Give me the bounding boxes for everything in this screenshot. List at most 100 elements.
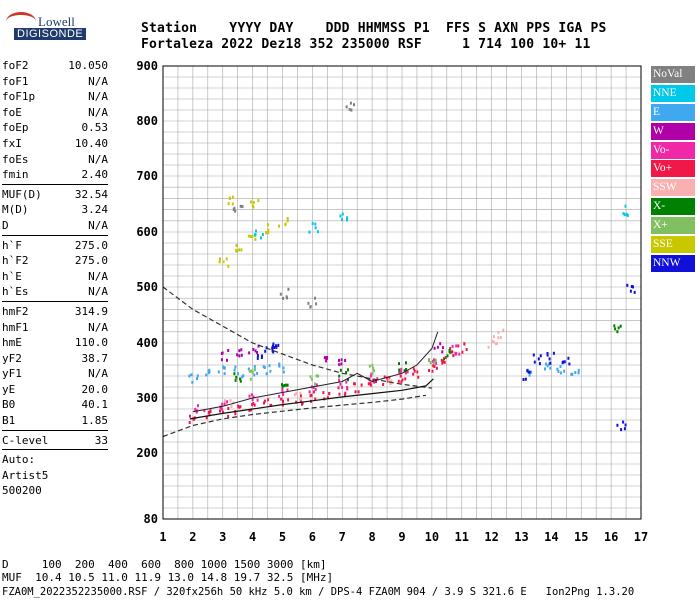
- echo-point-x: [372, 366, 375, 370]
- echo-point-w: [248, 351, 251, 355]
- param-row: MUF(D) 32.54: [2, 187, 108, 203]
- echo-point-ssw: [295, 391, 298, 395]
- echo-point-nnw: [624, 423, 627, 427]
- echo-point-x: [446, 354, 449, 358]
- echo-point-sse: [231, 202, 234, 206]
- param-row: hmF2 314.9: [2, 304, 108, 320]
- echo-point-ssw: [230, 405, 233, 408]
- echo-point-nnw: [271, 344, 274, 348]
- y-tick-label: 200: [136, 446, 158, 460]
- echo-point-e: [263, 366, 266, 369]
- echo-point-vo: [341, 386, 344, 389]
- echo-point-x: [614, 327, 617, 331]
- param-name: fmin: [2, 168, 29, 182]
- echo-point-x: [619, 324, 622, 328]
- echo-point-x: [347, 368, 349, 372]
- echo-point-x: [449, 350, 452, 354]
- param-name: foF2: [2, 59, 29, 72]
- param-name: h`E: [2, 269, 22, 283]
- echo-point-x: [284, 383, 287, 387]
- echo-point-nnw: [568, 362, 571, 366]
- echo-point-sse: [278, 224, 281, 228]
- echo-point-sse: [250, 235, 252, 238]
- echo-point-e: [269, 369, 272, 373]
- echo-point-e: [188, 374, 191, 378]
- logo-line1: Lowell: [38, 14, 75, 29]
- legend-item-nne: NNE: [651, 84, 695, 102]
- echo-point-vo: [353, 382, 355, 386]
- echo-point-nnw: [552, 351, 555, 355]
- echo-point-nnw: [567, 356, 570, 360]
- echo-point-x: [434, 358, 437, 362]
- echo-point-x: [239, 377, 242, 381]
- echo-point-vo: [433, 358, 435, 362]
- echo-point-x: [371, 372, 374, 375]
- echo-point-x: [253, 368, 256, 372]
- echo-point-sse: [227, 264, 230, 268]
- echo-point-vo: [388, 376, 391, 380]
- echo-point-x: [315, 374, 318, 378]
- true-height-profile-curve: [189, 378, 434, 420]
- param-name: yF1: [2, 367, 22, 381]
- param-value: 110.0: [74, 336, 108, 350]
- echo-point-vo: [203, 409, 206, 413]
- echo-point-w: [254, 349, 257, 353]
- params-group-5: C-level 33: [2, 433, 108, 449]
- param-name: M(D): [2, 203, 29, 217]
- echo-point-w: [439, 342, 442, 346]
- echo-point-w: [338, 363, 341, 367]
- echo-point-vo: [412, 367, 415, 371]
- echo-point-vo: [397, 379, 400, 383]
- echo-point-e: [222, 365, 225, 369]
- param-value: 0.53: [81, 121, 109, 135]
- echo-point-vo: [367, 382, 370, 386]
- echo-point-noval: [349, 101, 352, 105]
- echo-point-e: [223, 372, 226, 376]
- echo-point-x: [249, 377, 252, 381]
- echo-point-vo: [295, 400, 298, 404]
- param-value: 3.24: [81, 203, 109, 217]
- echo-point-nnw: [622, 420, 625, 424]
- echo-point-vo: [455, 344, 458, 348]
- echo-point-vo: [194, 407, 197, 411]
- param-name: h`Es: [2, 285, 29, 299]
- echo-point-vo: [376, 377, 379, 381]
- echo-point-ssw: [229, 399, 232, 403]
- echo-point-w: [323, 356, 326, 360]
- echo-point-x: [429, 361, 432, 365]
- echo-point-e: [570, 372, 573, 376]
- echo-point-vo: [248, 408, 251, 412]
- param-row: foF1 N/A: [2, 74, 108, 90]
- echo-point-vo: [208, 413, 211, 417]
- echo-point-vo: [455, 352, 458, 356]
- x-tick-label: 8: [369, 530, 376, 544]
- echo-point-vo: [237, 404, 240, 408]
- echo-point-noval: [353, 103, 355, 107]
- y-tick-label: 300: [136, 391, 158, 405]
- x-tick-label: 11: [455, 530, 469, 544]
- param-row: C-level 33: [2, 433, 108, 449]
- echo-point-e: [574, 371, 577, 375]
- param-name: foEs: [2, 152, 29, 166]
- echo-point-vo: [428, 369, 431, 372]
- echo-point-e: [190, 373, 193, 377]
- echo-point-vo: [433, 365, 436, 368]
- param-name: C-level: [2, 433, 49, 447]
- echo-point-vo: [449, 347, 452, 350]
- echo-point-vo: [344, 391, 347, 395]
- echo-point-vo: [326, 396, 329, 400]
- echo-point-e: [191, 380, 194, 384]
- echo-point-vo: [431, 369, 434, 373]
- echo-point-e: [546, 364, 549, 368]
- echo-point-e: [556, 367, 559, 371]
- echo-point-noval: [234, 209, 237, 213]
- echo-point-x: [398, 368, 401, 372]
- echo-point-vo: [226, 400, 229, 404]
- echo-point-e: [577, 371, 580, 375]
- echo-point-nne: [253, 233, 256, 237]
- echo-point-sse: [235, 248, 238, 252]
- echo-point-nne: [261, 233, 264, 236]
- echo-point-sse: [235, 244, 238, 247]
- param-name: foF1p: [2, 90, 36, 104]
- echo-point-vo: [286, 388, 289, 392]
